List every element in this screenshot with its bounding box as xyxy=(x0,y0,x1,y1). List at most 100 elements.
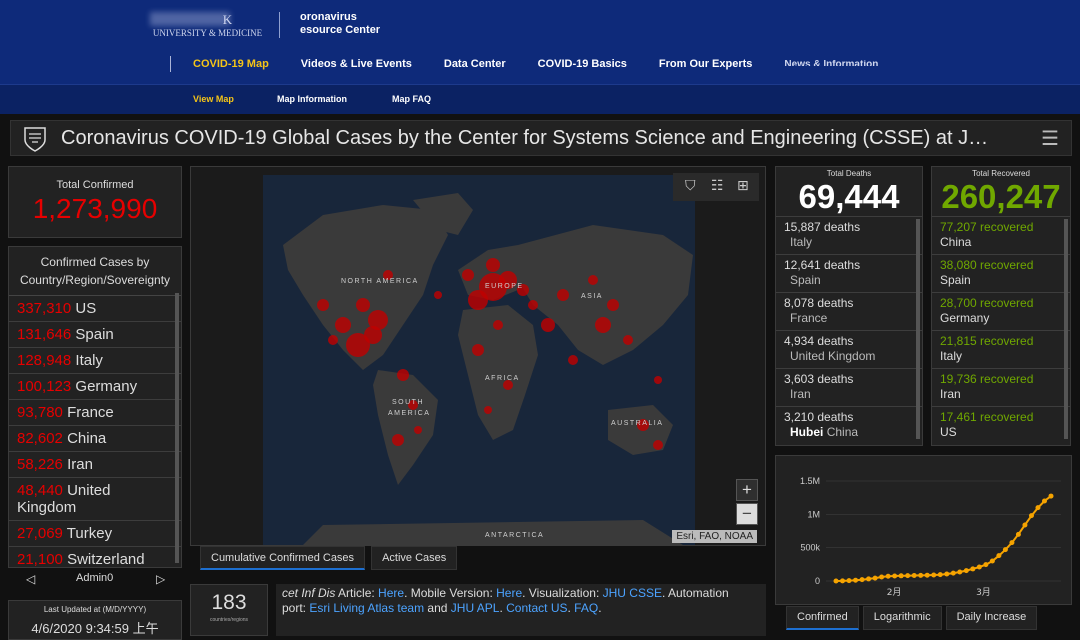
case-bubble[interactable] xyxy=(368,310,388,330)
nav-covid-map[interactable]: COVID-19 Map xyxy=(193,58,269,70)
recovered-row[interactable]: 77,207 recovered China xyxy=(932,216,1070,254)
country-row[interactable]: 82,602 China xyxy=(9,426,181,452)
case-bubble[interactable] xyxy=(486,258,500,272)
deaths-row[interactable]: 8,078 deaths France xyxy=(776,292,922,330)
case-bubble[interactable] xyxy=(346,333,370,357)
link-esri-team[interactable]: Esri Living Atlas team xyxy=(309,601,425,615)
chart-data-point[interactable] xyxy=(937,572,943,578)
case-bubble[interactable] xyxy=(408,400,418,410)
case-bubble[interactable] xyxy=(317,299,329,311)
country-row[interactable]: 128,948 Italy xyxy=(9,348,181,374)
case-bubble[interactable] xyxy=(654,376,662,384)
chart-data-point[interactable] xyxy=(905,573,911,579)
case-bubble[interactable] xyxy=(588,275,598,285)
nav-experts[interactable]: From Our Experts xyxy=(658,58,753,70)
chart-data-point[interactable] xyxy=(892,573,898,579)
chart-data-point[interactable] xyxy=(957,569,963,575)
chart-data-point[interactable] xyxy=(833,578,839,584)
chart-data-point[interactable] xyxy=(1041,498,1047,504)
chart-data-point[interactable] xyxy=(996,553,1002,559)
country-row[interactable]: 337,310 US xyxy=(9,296,181,322)
subnav-map-info[interactable]: Map Information xyxy=(277,94,347,104)
nav-videos[interactable]: Videos & Live Events xyxy=(300,58,412,70)
country-row[interactable]: 131,646 Spain xyxy=(9,322,181,348)
country-row[interactable]: 58,226 Iran xyxy=(9,452,181,478)
case-bubble[interactable] xyxy=(434,291,442,299)
case-bubble[interactable] xyxy=(335,317,351,333)
case-bubble[interactable] xyxy=(637,419,649,431)
subnav-view-map[interactable]: View Map xyxy=(193,94,234,104)
chart-data-point[interactable] xyxy=(1002,547,1008,553)
case-bubble[interactable] xyxy=(484,406,492,414)
chart-data-point[interactable] xyxy=(911,573,917,579)
chart-data-point[interactable] xyxy=(1035,505,1041,511)
chart-data-point[interactable] xyxy=(976,564,982,570)
chart-data-point[interactable] xyxy=(1022,522,1028,528)
country-row[interactable]: 21,100 Switzerland xyxy=(9,547,181,567)
tab-cumulative-confirmed[interactable]: Cumulative Confirmed Cases xyxy=(200,546,366,570)
chart-data-point[interactable] xyxy=(879,574,885,580)
world-map-panel[interactable]: NORTH AMERICA EUROPE ASIA AFRICA SOUTH A… xyxy=(190,166,766,546)
deaths-list-scrollbar[interactable] xyxy=(916,219,920,439)
recovered-row[interactable]: 19,736 recovered Iran xyxy=(932,368,1070,406)
case-bubble[interactable] xyxy=(499,271,517,289)
confirmed-list-scrollbar[interactable] xyxy=(175,293,179,563)
university-logo[interactable]: K UNIVERSITY & MEDICINE xyxy=(150,12,265,38)
next-arrow-icon[interactable]: ▷ xyxy=(156,572,166,586)
deaths-row[interactable]: 12,641 deaths Spain xyxy=(776,254,922,292)
case-bubble[interactable] xyxy=(541,318,555,332)
chart-data-point[interactable] xyxy=(840,578,846,584)
bookmark-icon[interactable]: ⛉ xyxy=(685,177,696,193)
resource-center-logo[interactable]: oronavirus esource Center xyxy=(300,11,380,37)
zoom-in-button[interactable]: + xyxy=(736,479,758,501)
case-bubble[interactable] xyxy=(568,355,578,365)
country-row[interactable]: 100,123 Germany xyxy=(9,374,181,400)
case-bubble[interactable] xyxy=(607,299,619,311)
nav-data-center[interactable]: Data Center xyxy=(443,58,506,70)
chart-data-point[interactable] xyxy=(1009,540,1015,546)
link-here-mobile[interactable]: Here xyxy=(496,586,523,600)
chart-data-point[interactable] xyxy=(859,577,865,583)
country-row[interactable]: 48,440 United Kingdom xyxy=(9,478,181,521)
chart-data-point[interactable] xyxy=(1048,493,1054,499)
chart-data-point[interactable] xyxy=(924,572,930,578)
chart-data-point[interactable] xyxy=(1028,513,1034,519)
recovered-row[interactable]: 17,461 recovered US xyxy=(932,406,1070,444)
tab-active-cases[interactable]: Active Cases xyxy=(371,546,458,570)
case-bubble[interactable] xyxy=(397,369,409,381)
chart-data-point[interactable] xyxy=(846,578,852,584)
recovered-row[interactable]: 21,815 recovered Italy xyxy=(932,330,1070,368)
hamburger-menu-icon[interactable]: ☰ xyxy=(1041,128,1059,150)
case-bubble[interactable] xyxy=(328,335,338,345)
link-here-article[interactable]: Here xyxy=(378,586,405,600)
nav-news-cut[interactable]: News & Information xyxy=(784,60,879,66)
chart-data-point[interactable] xyxy=(885,573,891,579)
map-canvas[interactable]: NORTH AMERICA EUROPE ASIA AFRICA SOUTH A… xyxy=(263,175,695,545)
link-contact-us[interactable]: Contact US xyxy=(506,601,568,615)
tab-chart-daily-increase[interactable]: Daily Increase xyxy=(945,606,1038,630)
subnav-map-faq[interactable]: Map FAQ xyxy=(392,94,432,104)
case-bubble[interactable] xyxy=(493,320,503,330)
qr-code-icon[interactable]: ⊞ xyxy=(737,177,749,193)
case-bubble[interactable] xyxy=(557,289,569,301)
chart-data-point[interactable] xyxy=(872,575,878,581)
chart-data-point[interactable] xyxy=(989,558,995,564)
chart-data-point[interactable] xyxy=(950,570,956,576)
chart-data-point[interactable] xyxy=(898,573,904,579)
link-jhu-apl[interactable]: JHU APL xyxy=(450,601,500,615)
chart-data-point[interactable] xyxy=(970,566,976,572)
recovered-list-scrollbar[interactable] xyxy=(1064,219,1068,439)
recovered-row[interactable]: 38,080 recovered Spain xyxy=(932,254,1070,292)
deaths-row[interactable]: 3,603 deaths Iran xyxy=(776,368,922,406)
recovered-row[interactable]: 28,700 recovered Germany xyxy=(932,292,1070,330)
nav-covid-basics[interactable]: COVID-19 Basics xyxy=(537,58,627,70)
link-faq[interactable]: FAQ xyxy=(574,601,599,615)
prev-arrow-icon[interactable]: ◁ xyxy=(26,572,36,586)
case-bubble[interactable] xyxy=(503,380,513,390)
case-bubble[interactable] xyxy=(414,426,422,434)
case-bubble[interactable] xyxy=(517,284,529,296)
case-bubble[interactable] xyxy=(528,300,538,310)
deaths-row[interactable]: 15,887 deaths Italy xyxy=(776,216,922,254)
chart-data-point[interactable] xyxy=(963,568,969,574)
list-icon[interactable]: ☷ xyxy=(711,177,724,193)
